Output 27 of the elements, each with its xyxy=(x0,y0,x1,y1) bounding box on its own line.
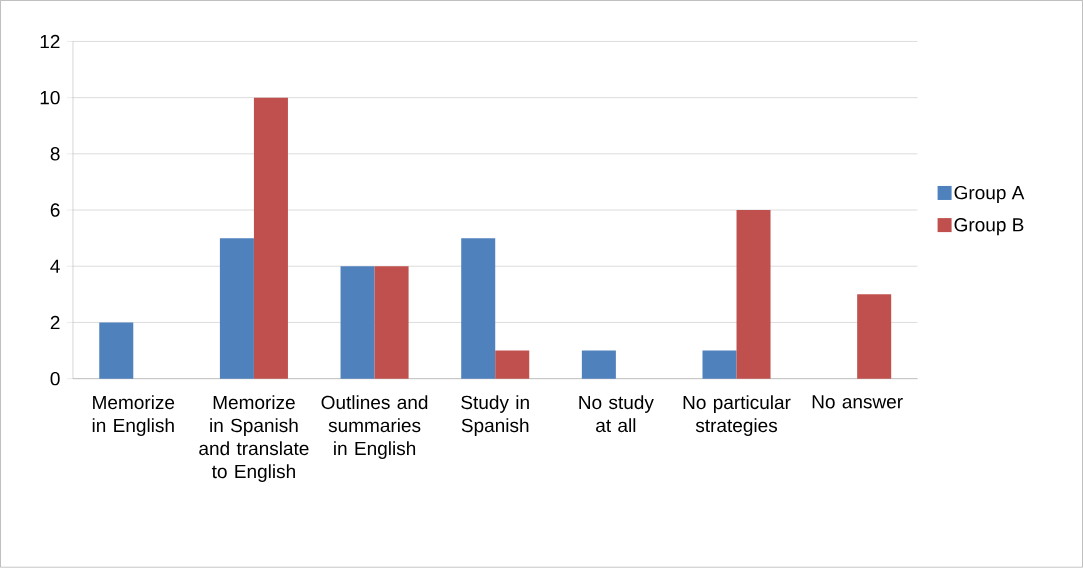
x-tick-label: Memorize in Spanish and translate to English xyxy=(199,395,309,483)
bar xyxy=(374,266,409,379)
bar xyxy=(736,210,771,379)
bar xyxy=(495,350,530,379)
x-tick-label: No particular strategies xyxy=(683,395,791,437)
x-tick-label: No answer xyxy=(812,395,903,409)
bar xyxy=(581,350,616,379)
x-tick-label: Outlines and summaries in English xyxy=(321,395,428,460)
x-tick-label: Memorize in English xyxy=(92,395,175,437)
y-tick-label: 6 xyxy=(50,203,60,217)
bar xyxy=(461,238,496,379)
legend-label: Group A xyxy=(954,186,1025,204)
y-tick-label: 0 xyxy=(50,372,60,386)
bar xyxy=(99,322,134,379)
y-tick-label: 8 xyxy=(50,147,60,161)
y-tick-label: 12 xyxy=(40,34,60,49)
bar xyxy=(340,266,375,379)
bar xyxy=(219,238,254,379)
y-tick-label: 4 xyxy=(50,259,60,273)
y-tick-label: 2 xyxy=(50,315,60,330)
y-tick-label: 10 xyxy=(40,91,60,105)
x-tick-label: Study in Spanish xyxy=(461,395,529,437)
legend-label: Group B xyxy=(954,218,1024,236)
bar xyxy=(253,97,288,379)
x-tick-label: No study at all xyxy=(579,395,654,433)
bar xyxy=(857,294,892,379)
bar xyxy=(702,350,737,379)
